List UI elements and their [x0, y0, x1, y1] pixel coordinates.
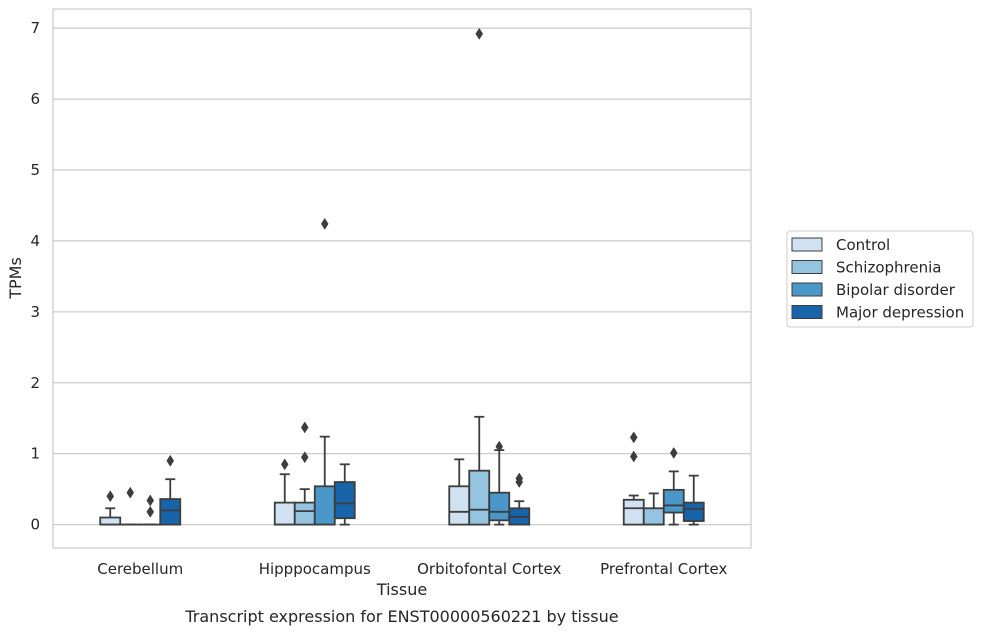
box-body [333, 481, 356, 520]
y-tick-labels: 0 1 2 3 4 5 6 7 [30, 19, 40, 533]
chart-caption: Transcript expression for ENST0000056022… [184, 607, 618, 626]
outlier-point [320, 217, 329, 230]
x-tick-label: Orbitofontal Cortex [417, 560, 561, 578]
x-axis-label: Tissue [376, 580, 427, 599]
outlier-point [495, 440, 504, 453]
y-tick-label: 5 [30, 161, 40, 179]
series-control [99, 431, 645, 526]
box [139, 494, 162, 526]
box-body [662, 488, 685, 514]
box [293, 421, 316, 526]
box-body [622, 498, 645, 526]
box [662, 447, 685, 526]
box [488, 440, 511, 526]
outlier-point [300, 421, 309, 434]
box [159, 454, 182, 526]
box-body [99, 516, 122, 526]
legend-swatch [791, 282, 823, 297]
x-tick-label: Hipppocampus [259, 560, 371, 578]
box-body [159, 498, 182, 526]
box [642, 492, 665, 526]
box-body [642, 507, 665, 526]
outlier-point [166, 454, 175, 467]
legend-swatch [791, 260, 823, 274]
box [313, 217, 336, 526]
y-tick-label: 7 [30, 19, 40, 37]
box-body [488, 491, 511, 522]
legend-swatch [791, 237, 823, 252]
y-tick-label: 3 [30, 303, 40, 321]
legend-items: Control Schizophrenia Bipolar disorder Majo… [791, 236, 964, 322]
legend-item: Major depression [791, 304, 964, 322]
legend: Control Schizophrenia Bipolar disorder Majo… [786, 230, 974, 328]
series-bipolar-disorder [139, 217, 685, 526]
legend-item: Bipolar disorder [791, 281, 956, 299]
outlier-point [146, 494, 155, 507]
box [119, 486, 142, 526]
legend-item: Control [791, 236, 890, 254]
box-body [682, 501, 705, 522]
outlier-point [126, 486, 135, 499]
box [273, 458, 296, 526]
box [622, 431, 645, 526]
y-tick-label: 6 [30, 90, 40, 108]
outlier-point [300, 451, 309, 464]
legend-swatch [791, 305, 823, 319]
legend-frame [786, 230, 974, 328]
outlier-point [629, 450, 638, 463]
y-tick-label: 1 [30, 445, 40, 463]
box [508, 472, 531, 526]
series-major-depression [159, 454, 705, 526]
legend-label: Control [836, 236, 890, 254]
box-body [313, 485, 336, 526]
outlier-point [106, 490, 115, 503]
box-body [293, 501, 316, 526]
legend-label: Major depression [836, 304, 964, 322]
gridlines [53, 27, 751, 526]
box [448, 458, 471, 526]
y-tick-label: 0 [30, 516, 40, 534]
x-tick-label: Cerebellum [97, 560, 183, 578]
outlier-point [280, 458, 289, 471]
box-body [273, 501, 296, 526]
y-tick-label: 4 [30, 232, 40, 250]
y-axis-label: TPMs [6, 257, 25, 300]
box-body [448, 485, 471, 526]
box [99, 490, 122, 526]
box-body [468, 469, 491, 526]
y-tick-label: 2 [30, 374, 40, 392]
outlier-point [515, 472, 524, 485]
series-schizophrenia [119, 27, 665, 526]
legend-label: Bipolar disorder [836, 281, 956, 299]
outlier-point [475, 27, 484, 40]
legend-label: Schizophrenia [836, 259, 941, 277]
plot-frame [52, 8, 752, 549]
x-tick-labels: Cerebellum Hipppocampus Orbitofontal Corte… [97, 560, 727, 578]
box [682, 474, 705, 526]
boxes [99, 27, 705, 526]
outlier-point [146, 505, 155, 518]
outlier-point [669, 447, 678, 459]
x-tick-label: Prefrontal Cortex [600, 560, 727, 578]
legend-item: Schizophrenia [791, 259, 941, 277]
outlier-point [629, 431, 638, 444]
box [333, 463, 356, 526]
box [468, 27, 491, 526]
